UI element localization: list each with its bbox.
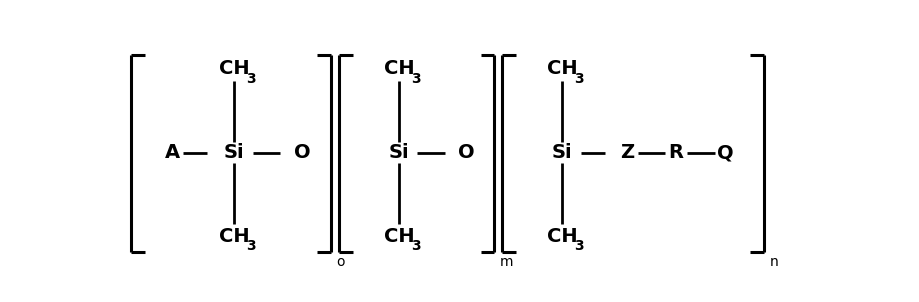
Text: R: R [669, 143, 684, 162]
Text: CH: CH [547, 227, 577, 246]
Text: O: O [294, 143, 311, 162]
Text: 3: 3 [411, 72, 421, 85]
Text: CH: CH [383, 227, 414, 246]
Text: o: o [336, 255, 346, 269]
Text: 3: 3 [574, 72, 584, 85]
Text: O: O [459, 143, 475, 162]
Text: 3: 3 [411, 239, 421, 253]
Text: Q: Q [717, 143, 733, 162]
Text: Si: Si [552, 143, 573, 162]
Text: CH: CH [219, 59, 250, 78]
Text: 3: 3 [574, 239, 584, 253]
Text: A: A [165, 143, 180, 162]
Text: Si: Si [389, 143, 409, 162]
Text: n: n [769, 255, 778, 269]
Text: m: m [500, 255, 514, 269]
Text: 3: 3 [246, 239, 256, 253]
Text: CH: CH [547, 59, 577, 78]
Text: Si: Si [224, 143, 244, 162]
Text: Z: Z [619, 143, 634, 162]
Text: CH: CH [383, 59, 414, 78]
Text: CH: CH [219, 227, 250, 246]
Text: 3: 3 [246, 72, 256, 85]
